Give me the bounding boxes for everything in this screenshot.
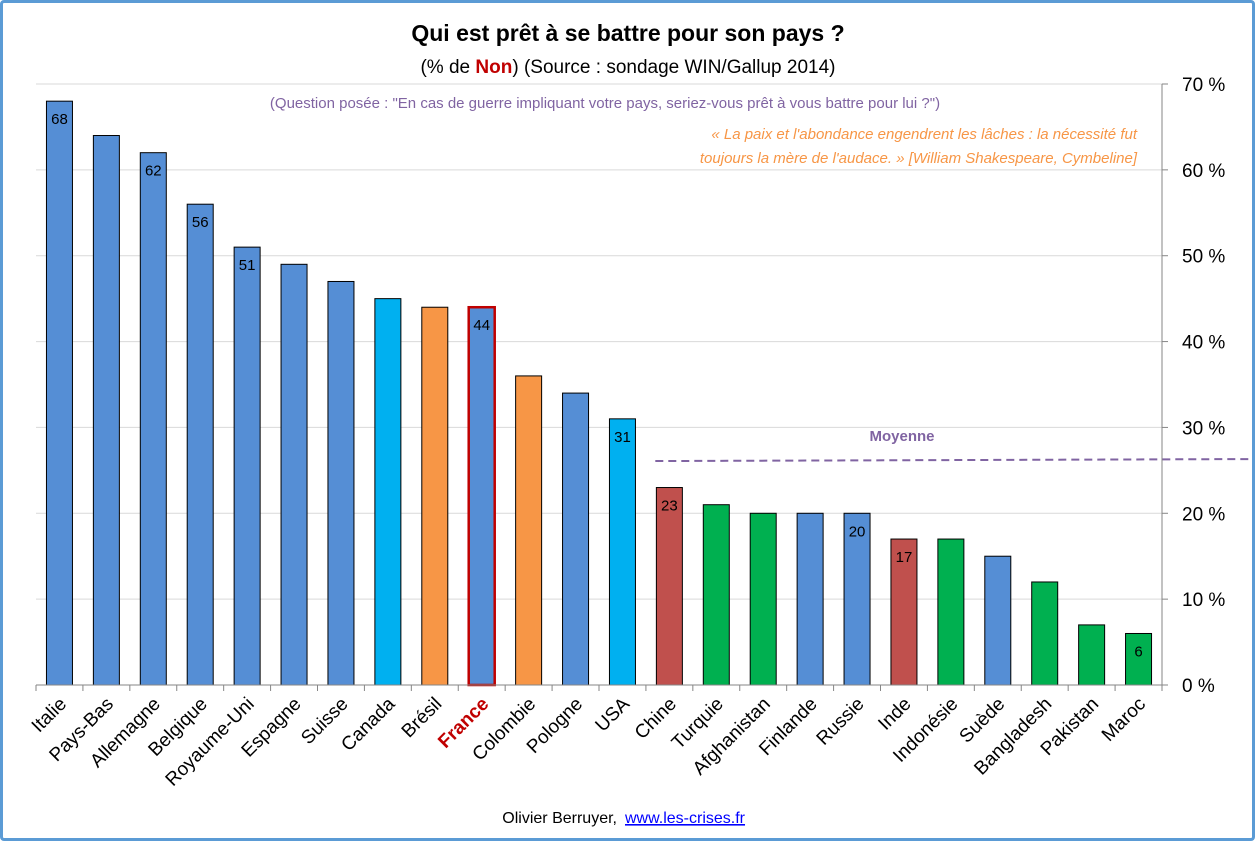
- category-label: Maroc: [1098, 694, 1150, 746]
- bar-italie: [45, 100, 73, 686]
- bar-colombie: [515, 375, 543, 686]
- bar-pays-bas: [92, 135, 120, 686]
- data-label: 6: [1134, 643, 1142, 660]
- chart-title: Qui est prêt à se battre pour son pays ?: [411, 20, 844, 46]
- y-tick-label: 70 %: [1182, 75, 1225, 96]
- data-label: 20: [849, 523, 866, 540]
- subtitle-prefix: (% de: [420, 57, 475, 78]
- category-label: Russie: [813, 694, 869, 750]
- bar-espagne: [280, 263, 308, 686]
- data-label: 44: [473, 317, 490, 334]
- bar-inde: [890, 538, 918, 686]
- category-label: Italie: [28, 694, 71, 737]
- bar-belgique: [186, 203, 214, 686]
- data-label: 68: [51, 111, 68, 128]
- bars: 68 62 56 51 44 31 23 20 17 6: [45, 100, 1153, 687]
- data-label: 31: [614, 429, 631, 446]
- y-tick-label: 0 %: [1182, 676, 1215, 697]
- bar-france: [467, 305, 496, 687]
- bar-usa: [608, 418, 636, 686]
- y-tick-label: 60 %: [1182, 161, 1225, 182]
- category-label: Inde: [874, 694, 915, 735]
- bar-chine: [655, 487, 683, 686]
- bar-afghanistan: [749, 512, 777, 686]
- average-label: Moyenne: [869, 428, 934, 445]
- bar-allemagne: [139, 152, 167, 686]
- y-tick-label: 10 %: [1182, 590, 1225, 611]
- footer-link[interactable]: www.les-crises.fr: [624, 810, 746, 827]
- subtitle-highlight: Non: [475, 57, 512, 78]
- data-label: 62: [145, 163, 162, 180]
- data-label: 23: [661, 498, 678, 515]
- bar-br-sil: [421, 306, 449, 686]
- quote-line-1: « La paix et l'abondance engendrent les …: [711, 126, 1137, 143]
- bar-pakistan: [1078, 624, 1106, 686]
- bar-finlande: [796, 512, 824, 686]
- chart-subtitle: (% de Non) (Source : sondage WIN/Gallup …: [420, 57, 835, 78]
- y-tick-label: 40 %: [1182, 333, 1225, 354]
- data-label: 56: [192, 214, 209, 231]
- y-tick-label: 30 %: [1182, 418, 1225, 439]
- category-label: USA: [592, 693, 635, 736]
- bar-bangladesh: [1031, 581, 1059, 686]
- subtitle-suffix: ) (Source : sondage WIN/Gallup 2014): [512, 57, 835, 78]
- data-label: 51: [239, 257, 256, 274]
- bar-royaume-uni: [233, 246, 261, 686]
- bar-indon-sie: [937, 538, 965, 686]
- bar-pologne: [562, 392, 590, 686]
- average-line: [655, 458, 1253, 463]
- bar-russie: [843, 512, 871, 686]
- bar-suisse: [327, 280, 355, 686]
- data-label: 17: [896, 549, 913, 566]
- question-annotation: (Question posée : "En cas de guerre impl…: [270, 95, 940, 112]
- y-tick-label: 20 %: [1182, 504, 1225, 525]
- footer-author: Olivier Berruyer,: [502, 810, 617, 827]
- bar-canada: [374, 298, 402, 686]
- bar-su-de: [984, 555, 1012, 686]
- average-line-group: Moyenne: [655, 428, 1253, 463]
- gridlines: [36, 83, 1162, 600]
- bar-turquie: [702, 504, 730, 686]
- y-tick-label: 50 %: [1182, 247, 1225, 268]
- quote-line-2: toujours la mère de l'audace. » [William…: [700, 150, 1138, 167]
- category-label: Canada: [337, 693, 399, 755]
